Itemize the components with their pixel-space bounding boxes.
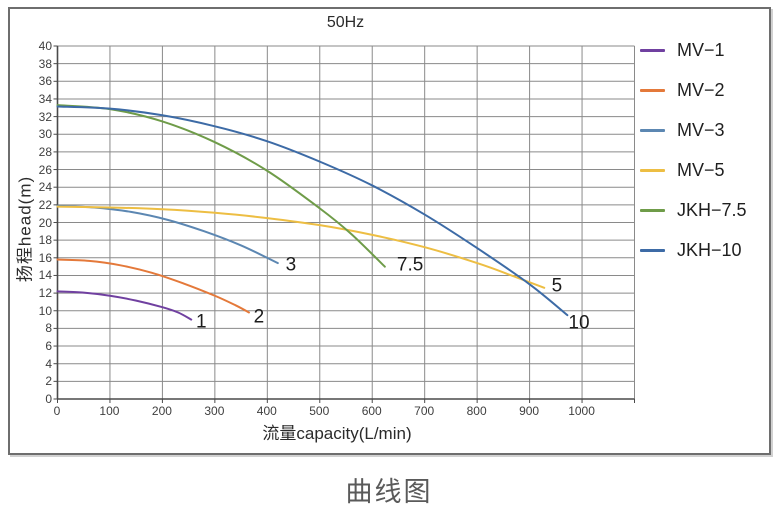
y-tick-label: 12 [38, 286, 52, 301]
x-tick-label: 300 [204, 404, 225, 418]
y-tick-label: 2 [45, 374, 52, 389]
curve-label: 3 [286, 254, 297, 275]
x-tick-label: 500 [309, 404, 330, 418]
y-tick-label: 38 [38, 56, 52, 71]
legend-item: JKH−10 [640, 236, 747, 264]
y-tick-label: 28 [38, 144, 52, 159]
y-tick-label: 14 [38, 268, 52, 283]
y-tick-label: 36 [38, 74, 52, 89]
y-tick-label: 0 [45, 392, 52, 406]
series-MV−5 [56, 205, 546, 289]
legend-item: MV−2 [640, 76, 747, 104]
y-tick-label: 18 [38, 233, 52, 248]
y-tick-label: 22 [38, 197, 52, 212]
chart-legend: MV−1 MV−2 MV−3 MV−5 JKH−7.5 JKH−10 [640, 36, 747, 264]
legend-item: MV−5 [640, 156, 747, 184]
legend-item: MV−3 [640, 116, 747, 144]
plot-area: 1 2 3 7.5 510 [53, 45, 635, 403]
x-tick-label: 0 [53, 404, 61, 418]
y-tick-label: 16 [38, 250, 52, 265]
x-tick-label: 600 [361, 404, 382, 418]
curve-label: 10 [568, 313, 589, 334]
legend-label: JKH−7.5 [677, 199, 747, 220]
x-tick-label: 200 [151, 404, 172, 418]
chart-title: 50Hz [326, 14, 365, 31]
y-tick-label: 26 [38, 162, 52, 177]
legend-label: MV−5 [677, 159, 725, 180]
y-tick-label: 24 [38, 180, 52, 195]
legend-swatch-icon [640, 168, 665, 172]
curve-label: 7.5 [397, 254, 423, 275]
y-tick-label: 20 [38, 215, 52, 230]
legend-swatch-icon [640, 208, 665, 212]
series-MV−3 [56, 204, 279, 265]
y-tick-label: 30 [38, 127, 52, 142]
series-MV−2 [56, 258, 250, 314]
legend-item: MV−1 [640, 36, 747, 64]
curve-label: 2 [254, 306, 265, 327]
y-tick-label: 10 [38, 303, 52, 318]
y-tick-label: 6 [45, 339, 52, 354]
y-tick-label: 8 [45, 321, 52, 336]
x-axis-title: 流量capacity(L/min) [262, 424, 412, 443]
series-MV−1 [56, 290, 193, 321]
y-tick-label: 34 [38, 91, 52, 106]
x-tick-label: 1000 [568, 404, 595, 418]
legend-label: MV−2 [677, 79, 725, 100]
series-JKH−7.5 [56, 104, 386, 268]
x-tick-label: 400 [256, 404, 277, 418]
figure-caption: 曲线图 [345, 477, 433, 507]
y-tick-label: 40 [38, 39, 52, 53]
legend-label: JKH−10 [677, 239, 742, 260]
series-JKH−10 [56, 105, 569, 317]
legend-item: JKH−7.5 [640, 196, 747, 224]
x-tick-label: 700 [414, 404, 435, 418]
legend-swatch-icon [640, 88, 665, 92]
curve-label: 5 [552, 276, 563, 297]
x-tick-label: 800 [466, 404, 487, 418]
legend-label: MV−1 [677, 39, 725, 60]
legend-swatch-icon [640, 48, 665, 52]
curve-label: 1 [196, 312, 207, 333]
legend-swatch-icon [640, 128, 665, 132]
y-tick-label: 32 [38, 109, 52, 124]
x-tick-label: 100 [99, 404, 120, 418]
legend-swatch-icon [640, 248, 665, 252]
legend-label: MV−3 [677, 119, 725, 140]
y-tick-label: 4 [45, 356, 52, 371]
x-tick-label: 900 [519, 404, 540, 418]
